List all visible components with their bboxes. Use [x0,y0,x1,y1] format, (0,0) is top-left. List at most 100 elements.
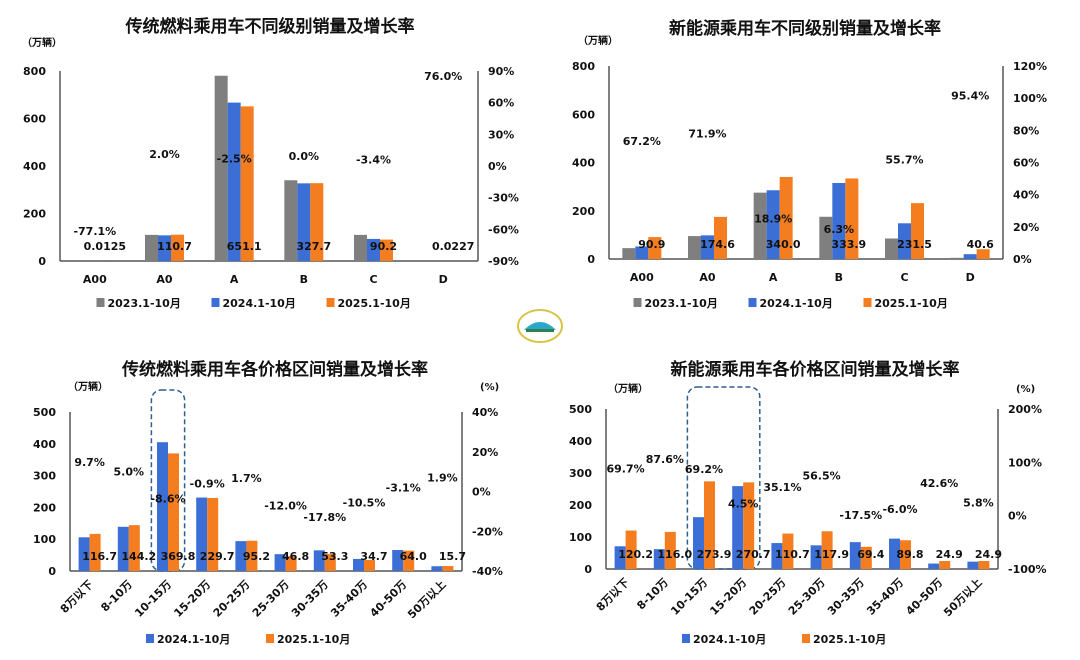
x-tick-label: 20-25万 [747,576,789,618]
y-tick-label: 0 [584,563,592,576]
y2-tick-label: 0% [1013,253,1032,266]
y-tick-label: 800 [572,60,595,73]
y-tick-label: 600 [572,108,595,121]
growth-label: -17.5% [839,509,882,522]
growth-label: -8.6% [150,493,185,506]
bar-2023.1-10月 [145,235,158,261]
y2-axis-unit: (%) [1016,384,1035,395]
legend-swatch [802,634,810,643]
y-axis-unit: （万辆） [68,380,108,393]
bar-2024.1-10月 [964,254,977,259]
y-tick-label: 300 [569,467,592,480]
y-tick-label: 0 [48,565,56,578]
legend-item: 2024.1-10月 [146,633,230,646]
growth-label: 69.2% [685,463,723,476]
x-tick-label: 35-40万 [864,576,906,618]
x-tick-label: B [300,273,308,286]
bar-2024.1-10月 [118,527,129,571]
legend-swatch [864,298,872,307]
y2-tick-label: 120% [1013,60,1047,73]
legend-label: 2023.1-10月 [108,297,181,310]
legend-item: 2023.1-10月 [97,297,181,310]
x-tick-label: A0 [156,273,173,286]
y-tick-label: 400 [23,160,46,173]
chart-title: 传统燃料乘用车不同级别销量及增长率 [125,16,415,37]
legend-item: 2025.1-10月 [327,297,411,310]
y2-tick-label: -30% [488,192,519,205]
legend-swatch [212,298,220,307]
x-tick-label: 40-50万 [903,576,945,618]
bar-2023.1-10月 [284,180,297,261]
bar-2024.1-10月 [228,103,241,261]
value-label: 270.7 [736,548,771,561]
y-tick-label: 500 [569,403,592,416]
x-tick-label: C [900,271,908,284]
x-tick-label: 40-50万 [367,578,409,620]
y2-tick-label: 20% [1013,221,1039,234]
bar-2024.1-10月 [967,562,978,569]
growth-label: 56.5% [803,470,841,483]
y-tick-label: 500 [33,406,56,419]
bar-2023.1-10月 [885,238,898,259]
x-tick-label: 10-15万 [132,578,174,620]
x-tick-label: A00 [630,271,654,284]
growth-label: 42.6% [920,477,958,490]
chart-1: 传统燃料乘用车不同级别销量及增长率（万辆）0200400600800-90%-6… [22,16,519,310]
bar-2023.1-10月 [951,258,964,259]
bar-2024.1-10月 [431,566,442,571]
y2-tick-label: 0% [1008,510,1027,523]
growth-label: 18.9% [754,213,792,226]
value-label: 64.0 [400,550,427,563]
value-label: 110.7 [157,240,192,253]
chart-title: 新能源乘用车各价格区间销量及增长率 [671,359,960,380]
x-tick-label: 8万以下 [594,576,632,614]
y2-tick-label: 100% [1013,92,1047,105]
legend-swatch [327,298,335,307]
y2-tick-label: -100% [1008,563,1047,576]
growth-label: 71.9% [688,127,726,140]
x-tick-label: A0 [699,271,716,284]
legend-item: 2024.1-10月 [212,297,296,310]
y-tick-label: 400 [572,157,595,170]
value-label: 120.2 [618,548,653,561]
y-tick-label: 600 [23,113,46,126]
bar-2024.1-10月 [693,517,704,569]
value-label: 369.8 [161,550,196,563]
growth-label: 5.0% [114,466,145,479]
x-tick-label: 30-35万 [825,576,867,618]
growth-label: 4.5% [728,497,759,510]
y2-tick-label: 40% [472,406,498,419]
y-tick-label: 100 [569,531,592,544]
legend-item: 2025.1-10月 [864,297,948,310]
x-tick-label: C [369,273,377,286]
x-tick-label: 50万以上 [404,577,448,621]
growth-label: -6.0% [882,503,917,516]
value-label: 40.6 [967,238,994,251]
bar-2023.1-10月 [622,248,635,259]
x-tick-label: 20-25万 [211,578,253,620]
value-label: 340.0 [766,238,801,251]
value-label: 229.7 [200,550,235,563]
growth-label: 5.8% [963,497,994,510]
y-tick-label: 0 [38,255,46,268]
y2-tick-label: 60% [488,97,514,110]
y2-tick-label: 20% [472,446,498,459]
growth-label: 67.2% [623,135,661,148]
bar-2023.1-10月 [354,235,367,261]
growth-label: 6.3% [824,223,855,236]
x-tick-label: 8万以下 [58,578,96,616]
value-label: 110.7 [775,548,810,561]
legend-item: 2023.1-10月 [634,297,718,310]
legend-label: 2024.1-10月 [693,633,766,646]
value-label: 0.0227 [432,240,474,253]
growth-label: 87.6% [646,453,684,466]
legend-label: 2023.1-10月 [645,297,718,310]
bar-2023.1-10月 [754,193,767,259]
chart-title: 新能源乘用车不同级别销量及增长率 [669,18,941,39]
value-label: 0.0125 [84,240,126,253]
y2-tick-label: 60% [1013,157,1039,170]
chart-2: 新能源乘用车不同级别销量及增长率（万辆）02004006008000%20%40… [572,18,1047,310]
bar-2023.1-10月 [688,236,701,259]
x-tick-label: D [439,273,448,286]
